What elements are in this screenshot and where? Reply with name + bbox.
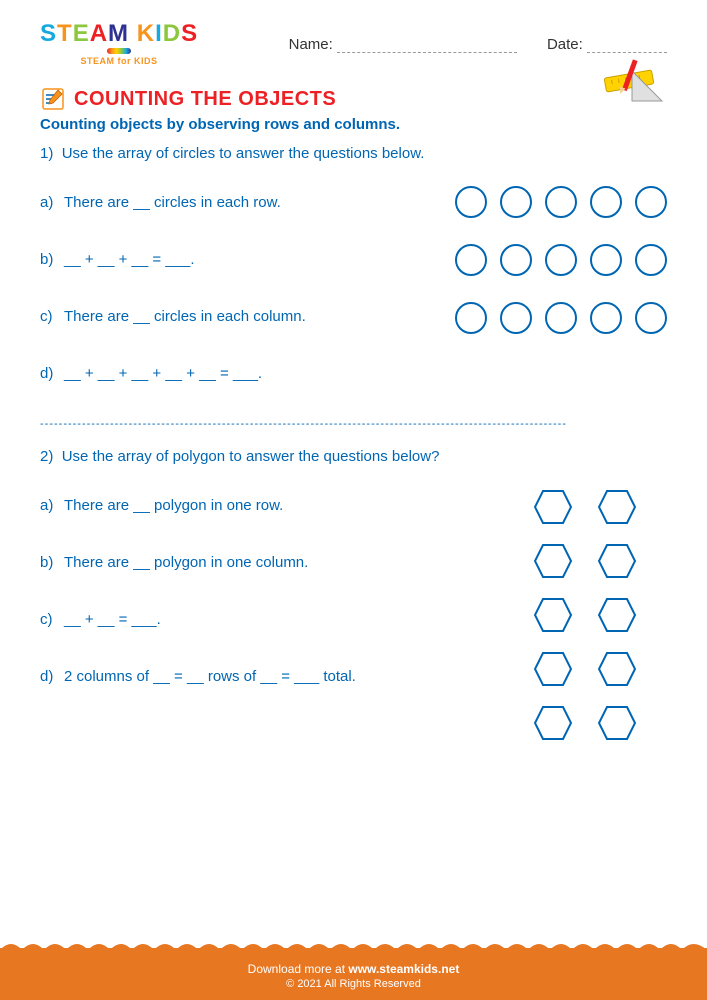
circle-icon <box>545 302 577 334</box>
q2a-label: a) <box>40 497 64 514</box>
hexagon-array <box>533 485 667 741</box>
section2-questions: a) There are __ polygon in one row. b) T… <box>40 485 509 741</box>
hexagon-icon <box>597 489 637 525</box>
question-1d: d) __ + __ + __ + __ + __ = ___. <box>40 353 431 410</box>
circle-icon <box>500 302 532 334</box>
question-2b: b) There are __ polygon in one column. <box>40 542 509 599</box>
hexagon-icon <box>533 651 573 687</box>
hexagon-icon <box>533 489 573 525</box>
question-1a: a) There are __ circles in each row. <box>40 182 431 239</box>
ruler-pencil-icon <box>597 56 667 111</box>
date-field[interactable]: Date: <box>547 36 667 53</box>
hexagon-icon <box>533 543 573 579</box>
logo-subtitle: STEAM for KIDS <box>81 56 158 66</box>
prompt1-text: Use the array of circles to answer the q… <box>62 145 425 162</box>
circle-icon <box>500 186 532 218</box>
worksheet-icon <box>40 86 66 112</box>
q2b-text: There are __ polygon in one column. <box>64 554 509 571</box>
section1: a) There are __ circles in each row. b) … <box>40 182 667 410</box>
q2d-label: d) <box>40 668 64 685</box>
circle-icon <box>500 244 532 276</box>
q1c-label: c) <box>40 308 64 325</box>
circle-icon <box>590 244 622 276</box>
hexagon-icon <box>597 543 637 579</box>
q1d-text: __ + __ + __ + __ + __ = ___. <box>64 365 431 382</box>
q1b-text: __ + __ + __ = ___. <box>64 251 431 268</box>
hexagon-row <box>533 489 637 525</box>
name-field[interactable]: Name: <box>289 36 517 53</box>
question-1b: b) __ + __ + __ = ___. <box>40 239 431 296</box>
circle-icon <box>455 244 487 276</box>
q1d-label: d) <box>40 365 64 382</box>
section2: a) There are __ polygon in one row. b) T… <box>40 485 667 741</box>
circle-row <box>455 302 667 334</box>
header-fields: Name: Date: <box>218 36 667 53</box>
q1a-label: a) <box>40 194 64 211</box>
question-2c: c) __ + __ = ___. <box>40 599 509 656</box>
hexagon-icon <box>533 705 573 741</box>
q2a-text: There are __ polygon in one row. <box>64 497 509 514</box>
title-row: COUNTING THE OBJECTS <box>0 76 707 112</box>
q2c-text: __ + __ = ___. <box>64 611 509 628</box>
question-2d: d) 2 columns of __ = __ rows of __ = ___… <box>40 656 509 713</box>
circle-row <box>455 186 667 218</box>
logo: STEAM KIDS STEAM for KIDS <box>40 22 198 66</box>
question-2a: a) There are __ polygon in one row. <box>40 485 509 542</box>
q1a-text: There are __ circles in each row. <box>64 194 431 211</box>
circle-icon <box>545 244 577 276</box>
q1c-text: There are __ circles in each column. <box>64 308 431 325</box>
circle-icon <box>635 244 667 276</box>
logo-text: STEAM KIDS <box>40 22 198 46</box>
prompt1-num: 1) <box>40 145 53 162</box>
prompt2-num: 2) <box>40 448 53 465</box>
content: 1) Use the array of circles to answer th… <box>0 141 707 741</box>
hexagon-row <box>533 597 637 633</box>
hexagon-icon <box>533 597 573 633</box>
section1-prompt: 1) Use the array of circles to answer th… <box>40 141 667 182</box>
q1b-label: b) <box>40 251 64 268</box>
q2c-label: c) <box>40 611 64 628</box>
circle-icon <box>590 302 622 334</box>
footer-scallop-icon <box>0 938 707 950</box>
rainbow-icon <box>107 48 131 54</box>
question-1c: c) There are __ circles in each column. <box>40 296 431 353</box>
hexagon-row <box>533 651 637 687</box>
circle-array <box>455 182 667 410</box>
circle-icon <box>455 302 487 334</box>
footer-download-text: Download more at <box>248 962 349 976</box>
footer-download: Download more at www.steamkids.net <box>0 962 707 976</box>
section-divider: ----------------------------------------… <box>40 410 667 444</box>
hexagon-icon <box>597 597 637 633</box>
subtitle: Counting objects by observing rows and c… <box>0 112 707 141</box>
date-label: Date: <box>547 36 583 53</box>
circle-icon <box>635 186 667 218</box>
section2-prompt: 2) Use the array of polygon to answer th… <box>40 444 667 485</box>
hexagon-row <box>533 705 637 741</box>
circle-icon <box>455 186 487 218</box>
footer: Download more at www.steamkids.net © 202… <box>0 948 707 1000</box>
circle-icon <box>545 186 577 218</box>
section1-questions: a) There are __ circles in each row. b) … <box>40 182 431 410</box>
circle-icon <box>635 302 667 334</box>
circle-row <box>455 244 667 276</box>
footer-copyright: © 2021 All Rights Reserved <box>0 978 707 990</box>
name-input-line[interactable] <box>337 39 517 53</box>
circle-icon <box>590 186 622 218</box>
prompt2-text: Use the array of polygon to answer the q… <box>62 448 440 465</box>
page-title: COUNTING THE OBJECTS <box>74 88 336 111</box>
name-label: Name: <box>289 36 333 53</box>
q2b-label: b) <box>40 554 64 571</box>
q2d-text: 2 columns of __ = __ rows of __ = ___ to… <box>64 668 509 685</box>
hexagon-icon <box>597 651 637 687</box>
hexagon-icon <box>597 705 637 741</box>
footer-link[interactable]: www.steamkids.net <box>348 962 459 976</box>
date-input-line[interactable] <box>587 39 667 53</box>
hexagon-row <box>533 543 637 579</box>
